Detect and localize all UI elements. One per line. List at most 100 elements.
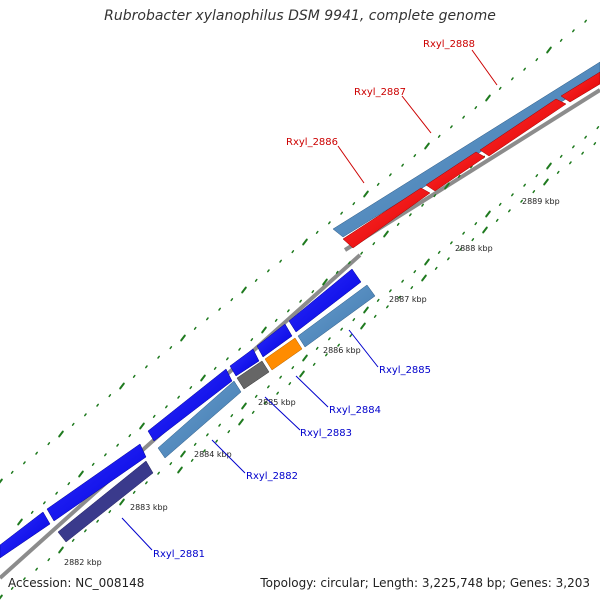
minor-tick <box>471 238 475 242</box>
minor-tick <box>274 318 278 322</box>
minor-tick <box>373 314 377 318</box>
minor-tick <box>30 510 34 514</box>
minor-tick <box>556 170 560 174</box>
major-tick <box>424 258 430 266</box>
major-tick <box>119 382 125 390</box>
minor-tick <box>559 154 563 158</box>
gene-label-rxyl-2882: Rxyl_2882 <box>246 471 298 482</box>
major-tick <box>261 326 267 334</box>
leader-rxyl-2888 <box>471 49 498 86</box>
minor-tick <box>213 366 217 370</box>
major-tick <box>17 518 23 526</box>
major-tick <box>485 210 491 218</box>
minor-tick <box>67 482 71 486</box>
minor-tick <box>206 433 209 437</box>
major-tick <box>58 430 64 438</box>
minor-tick <box>457 174 461 178</box>
major-tick <box>444 182 450 190</box>
minor-tick <box>523 183 526 187</box>
minor-tick <box>434 266 438 270</box>
minor-tick <box>288 382 292 386</box>
minor-tick <box>157 471 160 475</box>
minor-tick <box>535 58 539 62</box>
minor-tick <box>396 222 400 226</box>
gene-blue-3 <box>229 348 260 377</box>
minor-tick <box>189 386 193 390</box>
minor-tick <box>337 343 340 347</box>
major-tick <box>322 278 328 286</box>
minor-tick <box>71 538 75 542</box>
major-tick <box>363 190 369 198</box>
minor-tick <box>495 218 499 222</box>
minor-tick <box>43 501 46 505</box>
minor-tick <box>315 230 319 234</box>
minor-tick <box>215 439 218 443</box>
scale-label: 2888 kbp <box>455 244 493 253</box>
gene-rxyl-2883 <box>157 380 242 459</box>
minor-tick <box>386 305 389 309</box>
minor-tick <box>389 289 392 293</box>
minor-tick <box>312 362 316 366</box>
gene-blue-4 <box>147 368 233 442</box>
minor-tick <box>267 269 270 273</box>
minor-tick <box>593 142 597 146</box>
minor-tick <box>47 558 51 562</box>
minor-tick <box>35 567 38 571</box>
gene-label-rxyl-2884: Rxyl_2884 <box>329 405 381 416</box>
minor-tick <box>227 430 231 434</box>
minor-tick <box>230 414 234 418</box>
minor-tick <box>462 231 465 235</box>
minor-tick <box>84 413 87 417</box>
minor-tick <box>250 338 254 342</box>
minor-tick <box>459 247 462 251</box>
minor-tick <box>348 261 351 265</box>
gene-rxyl-2881 <box>57 460 154 543</box>
minor-tick <box>584 135 587 139</box>
minor-tick <box>251 410 255 414</box>
gene-rxyl-2887b <box>479 98 567 157</box>
minor-tick <box>128 434 132 438</box>
minor-tick <box>520 199 523 203</box>
minor-tick <box>193 442 197 446</box>
minor-tick <box>218 423 221 427</box>
minor-tick <box>132 490 136 494</box>
minor-tick <box>413 154 417 158</box>
leader-rxyl-2882 <box>211 439 246 474</box>
minor-tick <box>267 385 270 389</box>
minor-tick <box>372 242 376 246</box>
minor-tick <box>450 125 453 129</box>
minor-tick <box>190 458 194 462</box>
major-tick <box>139 422 145 430</box>
minor-tick <box>96 519 99 523</box>
minor-tick <box>559 38 563 42</box>
minor-tick <box>360 251 363 255</box>
minor-tick <box>132 374 136 378</box>
minor-tick <box>433 194 437 198</box>
leader-rxyl-2885 <box>348 329 379 368</box>
minor-tick <box>508 209 511 213</box>
minor-tick <box>177 395 180 399</box>
minor-tick <box>23 461 26 465</box>
leader-rxyl-2886 <box>337 145 365 184</box>
major-tick <box>543 178 549 186</box>
major-tick <box>424 142 430 150</box>
leader-rxyl-2887 <box>401 95 432 134</box>
minor-tick <box>398 295 401 299</box>
minor-tick <box>276 391 279 395</box>
scale-label: 2885 kbp <box>258 398 296 407</box>
gene-rxyl-2887 <box>425 151 486 192</box>
minor-tick <box>511 193 514 197</box>
major-tick <box>302 354 308 362</box>
major-tick <box>363 306 369 314</box>
minor-tick <box>206 317 209 321</box>
minor-tick <box>437 134 441 138</box>
minor-tick <box>328 221 331 225</box>
minor-tick <box>352 202 356 206</box>
accession-label: Accession: NC_008148 <box>8 576 145 590</box>
minor-tick <box>108 394 112 398</box>
minor-tick <box>230 298 234 302</box>
major-tick <box>485 94 491 102</box>
minor-tick <box>299 299 302 303</box>
minor-tick <box>474 222 478 226</box>
